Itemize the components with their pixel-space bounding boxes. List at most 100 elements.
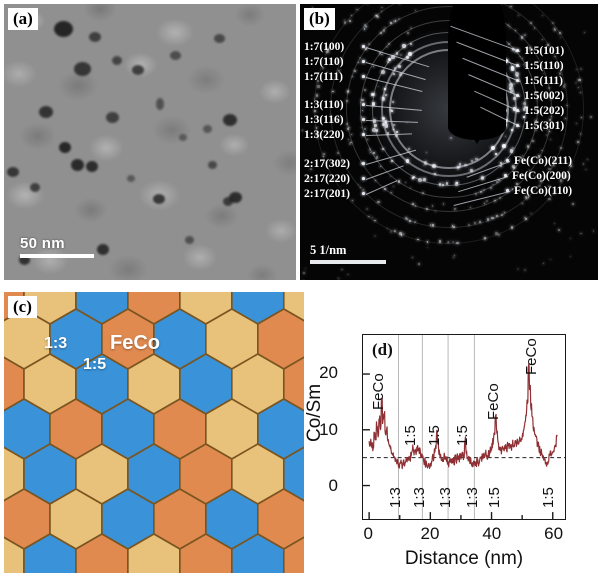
scale-bar-b — [310, 260, 386, 264]
diffraction-spot — [493, 200, 496, 203]
diffraction-spot-background — [308, 177, 311, 180]
hex-cell-phase-1-5 — [282, 536, 304, 573]
diffraction-spot — [576, 68, 578, 71]
tem-nanoparticle — [170, 50, 182, 60]
chart-annotation-1-5: 1:5 — [485, 486, 503, 508]
diffraction-spot — [360, 115, 363, 118]
diffraction-spot — [391, 109, 394, 112]
diffraction-spot — [445, 182, 449, 185]
diffraction-spot — [331, 120, 334, 122]
diffraction-spot — [387, 58, 391, 62]
diffraction-spot — [364, 128, 366, 130]
diffraction-spot-background — [574, 82, 577, 84]
saed-label-marker — [362, 45, 365, 48]
diffraction-spot — [565, 175, 568, 178]
diffraction-spot — [516, 75, 518, 78]
diffraction-spot-background — [327, 72, 329, 74]
y-tick-label: 20 — [319, 363, 338, 383]
diffraction-spot — [360, 102, 362, 104]
diffraction-spot — [511, 226, 514, 229]
saed-label-marker — [516, 64, 519, 67]
diffraction-spot — [323, 153, 326, 156]
diffraction-spot-background — [548, 185, 550, 188]
diffraction-spot — [514, 50, 516, 53]
diffraction-spot — [385, 46, 388, 49]
diffraction-spot — [457, 166, 460, 169]
diffraction-spot — [458, 163, 462, 166]
diffraction-spot — [316, 133, 319, 136]
diffraction-spot-background — [312, 7, 314, 9]
diffraction-spot — [351, 76, 353, 78]
x-axis-label: Distance (nm) — [404, 548, 524, 569]
saed-label-1-5-002-: 1:5(002) — [524, 90, 565, 102]
saed-label-marker — [362, 103, 365, 106]
tem-nanoparticle — [6, 166, 19, 177]
diffraction-spot — [365, 48, 367, 51]
diffraction-spot-background — [572, 203, 574, 205]
diffraction-spot — [315, 127, 318, 130]
tem-nanoparticle — [53, 20, 73, 37]
diffraction-spot — [398, 73, 402, 77]
chart-data-line — [368, 363, 558, 470]
diffraction-spot — [523, 63, 525, 65]
saed-label-marker — [516, 124, 519, 127]
diffraction-spot — [434, 210, 437, 212]
diffraction-spot — [501, 214, 504, 217]
diffraction-spot — [412, 175, 416, 179]
x-tick-label: 60 — [544, 524, 564, 543]
diffraction-spot — [480, 177, 484, 181]
profile-line-svg — [363, 335, 565, 519]
diffraction-spot — [315, 94, 318, 97]
tem-nanoparticle — [18, 255, 30, 266]
diffraction-spot-background — [509, 25, 511, 27]
tem-nanoparticle — [223, 197, 233, 207]
tem-nanoparticle — [214, 34, 226, 44]
diffraction-spot — [372, 93, 376, 97]
diffraction-spot-background — [336, 121, 338, 123]
diffraction-spot-background — [522, 126, 524, 128]
diffraction-spot — [317, 85, 320, 88]
diffraction-spot-background — [543, 263, 545, 265]
diffraction-spot — [346, 128, 349, 130]
tem-nanoparticle — [179, 133, 188, 141]
diffraction-spot — [438, 240, 442, 243]
diffraction-spot-background — [405, 182, 407, 184]
diffraction-spot — [345, 123, 348, 125]
diffraction-spot — [384, 87, 387, 90]
diffraction-spot — [533, 27, 536, 29]
diffraction-spot — [337, 152, 339, 154]
diffraction-spot — [351, 199, 354, 202]
diffraction-spot — [542, 14, 544, 16]
diffraction-spot — [514, 30, 517, 32]
diffraction-spot — [330, 114, 332, 117]
tem-nanoparticle — [202, 125, 212, 134]
saed-label-marker — [362, 60, 365, 63]
diffraction-spot — [494, 199, 497, 202]
saed-label-marker — [516, 49, 519, 52]
diffraction-spot-background — [442, 181, 444, 184]
diffraction-spot-background — [523, 33, 526, 36]
diffraction-spot — [495, 232, 498, 235]
diffraction-spot — [515, 72, 519, 76]
x-tick-label: 40 — [482, 524, 502, 543]
diffraction-spot-background — [582, 163, 585, 165]
diffraction-spot — [456, 241, 459, 244]
diffraction-spot-background — [414, 9, 417, 12]
diffraction-spot — [490, 186, 493, 189]
saed-label-1-5-101-: 1:5(101) — [524, 45, 565, 57]
tem-nanoparticle — [39, 106, 54, 119]
diffraction-spot-background — [509, 28, 511, 30]
diffraction-spot — [408, 219, 412, 223]
diffraction-spot — [349, 19, 352, 22]
diffraction-spot — [559, 147, 562, 150]
scale-bar-label-a: 50 nm — [20, 235, 65, 252]
diffraction-spot — [538, 185, 541, 188]
diffraction-spot-background — [337, 277, 340, 280]
diffraction-spot — [580, 92, 582, 94]
diffraction-spot — [432, 223, 434, 226]
diffraction-spot — [532, 126, 535, 128]
diffraction-spot — [364, 23, 366, 26]
diffraction-spot-background — [513, 83, 516, 85]
diffraction-spot-background — [524, 268, 527, 271]
diffraction-spot — [422, 191, 425, 194]
